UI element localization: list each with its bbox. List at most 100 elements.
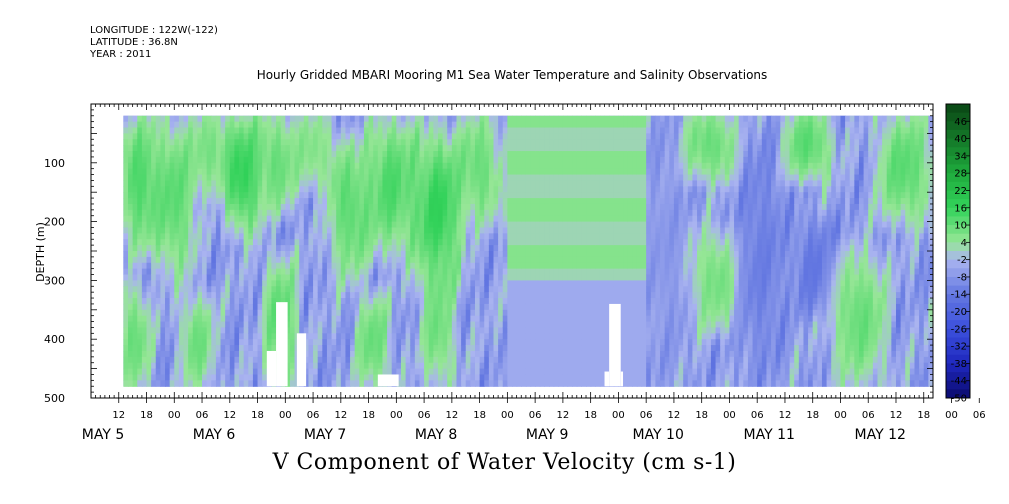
heatmap-cell (451, 292, 458, 299)
heatmap-cell (507, 251, 513, 258)
heatmap-cell (234, 227, 240, 234)
heatmap-cell (160, 139, 166, 146)
heatmap-cell (465, 303, 471, 311)
heatmap-cell (590, 133, 596, 140)
heatmap-cell (155, 345, 161, 352)
heatmap-cell (424, 286, 430, 293)
heatmap-cell (225, 192, 231, 199)
heatmap-cell (165, 121, 171, 129)
heatmap-cell (474, 333, 481, 340)
heatmap-cell (202, 274, 208, 281)
heatmap-cell (470, 127, 476, 134)
heatmap-cell (317, 186, 323, 193)
heatmap-cell (165, 127, 171, 134)
heatmap-cell (391, 121, 397, 129)
heatmap-cell (123, 145, 129, 152)
heatmap-cell (336, 362, 342, 370)
heatmap-cell (146, 245, 152, 252)
heatmap-cell (252, 327, 259, 334)
heatmap-cell (368, 262, 374, 270)
heatmap-cell (331, 186, 337, 193)
heatmap-cell (276, 133, 282, 140)
heatmap-cell (178, 321, 185, 329)
heatmap-cell (252, 245, 259, 252)
heatmap-cell (160, 262, 166, 270)
heatmap-cell (262, 356, 268, 364)
heatmap-cell (428, 156, 434, 164)
heatmap-cell (229, 274, 236, 281)
heatmap-cell (521, 327, 527, 334)
heatmap-cell (229, 292, 236, 299)
heatmap-cell (225, 362, 231, 370)
heatmap-cell (396, 180, 402, 187)
heatmap-cell (400, 327, 407, 334)
heatmap-cell (400, 298, 407, 305)
heatmap-cell (414, 292, 421, 299)
heatmap-cell (229, 227, 236, 234)
heatmap-cell (618, 315, 624, 323)
heatmap-cell (595, 145, 601, 152)
heatmap-cell (502, 139, 508, 146)
heatmap-cell (558, 268, 564, 276)
heatmap-cell (169, 221, 175, 229)
heatmap-cell (525, 139, 532, 146)
heatmap-cell (160, 315, 166, 323)
heatmap-cell (535, 356, 541, 364)
heatmap-cell (313, 315, 319, 323)
heatmap-cell (572, 374, 578, 381)
heatmap-cell (155, 303, 161, 311)
heatmap-cell (155, 151, 161, 158)
heatmap-cell (586, 380, 592, 387)
heatmap-cell (234, 186, 240, 193)
heatmap-cell (377, 292, 384, 299)
heatmap-cell (581, 192, 587, 199)
heatmap-cell (211, 133, 217, 140)
heatmap-cell (248, 327, 254, 334)
heatmap-cell (391, 233, 397, 240)
heatmap-cell (470, 321, 476, 329)
heatmap-cell (465, 309, 471, 317)
heatmap-cell (502, 280, 508, 287)
heatmap-cell (521, 139, 527, 146)
heatmap-cell (470, 356, 476, 364)
heatmap-cell (331, 139, 337, 146)
heatmap-cell (188, 280, 194, 287)
heatmap-cell (132, 186, 138, 193)
heatmap-cell (549, 345, 555, 352)
heatmap-cell (239, 321, 245, 329)
heatmap-cell (220, 298, 226, 305)
heatmap-cell (289, 333, 296, 340)
heatmap-cell (581, 233, 587, 240)
heatmap-cell (313, 215, 319, 223)
heatmap-cell (192, 280, 199, 287)
heatmap-cell (285, 374, 291, 381)
heatmap-cell (289, 374, 296, 381)
heatmap-cell (502, 233, 508, 240)
heatmap-cell (595, 380, 601, 387)
heatmap-cell (525, 121, 532, 129)
heatmap-cell (317, 350, 323, 358)
heatmap-cell (248, 362, 254, 370)
heatmap-cell (465, 315, 471, 323)
heatmap-cell (169, 139, 175, 146)
heatmap-cell (206, 221, 212, 229)
heatmap-cell (123, 192, 129, 199)
heatmap-cell (211, 192, 217, 199)
heatmap-cell (308, 186, 314, 193)
heatmap-cell (326, 339, 333, 346)
heatmap-cell (128, 239, 134, 246)
heatmap-cell (252, 192, 259, 199)
heatmap-cell (271, 215, 277, 223)
heatmap-cell (599, 233, 606, 240)
heatmap-cell (174, 339, 180, 346)
heatmap-cell (225, 162, 231, 170)
heatmap-cell (521, 350, 527, 358)
heatmap-cell (322, 115, 328, 123)
heatmap-cell (313, 162, 319, 170)
heatmap-cell (322, 215, 328, 223)
heatmap-cell (604, 156, 610, 164)
heatmap-cell (387, 186, 393, 193)
heatmap-cell (493, 186, 499, 193)
heatmap-cell (239, 333, 245, 340)
heatmap-cell (590, 168, 596, 176)
